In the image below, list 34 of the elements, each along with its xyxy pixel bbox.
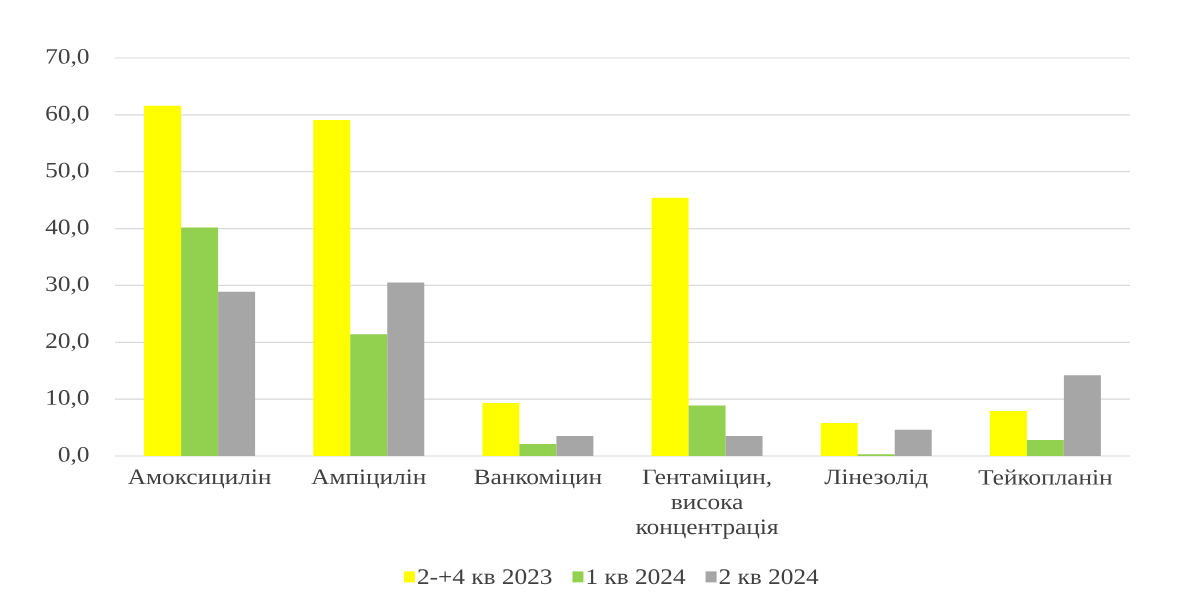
bar bbox=[989, 411, 1027, 456]
bar bbox=[313, 119, 351, 456]
bar bbox=[482, 403, 520, 456]
y-tick-label: 30,0 bbox=[46, 276, 89, 295]
bar bbox=[387, 282, 425, 456]
x-tick-label: Ванкоміцин bbox=[474, 469, 602, 489]
bar bbox=[144, 105, 182, 456]
y-tick-label: 0,0 bbox=[58, 446, 89, 465]
legend-label: 1 кв 2024 bbox=[587, 569, 686, 585]
x-tick-label: Тейкопланін bbox=[978, 469, 1113, 485]
legend-label: 2 кв 2024 bbox=[719, 569, 819, 585]
bar bbox=[651, 197, 689, 456]
bar bbox=[556, 436, 594, 456]
x-tick-label: Амоксицилін bbox=[128, 469, 271, 489]
bar bbox=[1026, 440, 1064, 456]
y-tick-label: 20,0 bbox=[46, 333, 89, 352]
y-tick-label: 10,0 bbox=[47, 390, 89, 409]
bar bbox=[1063, 375, 1101, 456]
bar bbox=[181, 227, 219, 456]
x-tick-label: Гентаміцин, висока концентрація bbox=[636, 469, 779, 539]
bar bbox=[688, 405, 726, 456]
bar bbox=[519, 444, 557, 456]
x-tick-label: Ампіцилін bbox=[311, 469, 426, 489]
y-tick-label: 70,0 bbox=[46, 48, 89, 68]
y-tick-label: 60,0 bbox=[46, 105, 89, 124]
x-tick-label: Лінезолід bbox=[824, 469, 928, 489]
bar bbox=[350, 334, 388, 456]
bar bbox=[894, 429, 932, 456]
legend-label: 2-+4 кв 2023 bbox=[418, 569, 552, 585]
bar bbox=[218, 291, 256, 456]
y-tick-label: 50,0 bbox=[46, 162, 89, 181]
y-tick-label: 40,0 bbox=[45, 219, 89, 238]
bar bbox=[820, 423, 858, 456]
bar bbox=[725, 436, 763, 456]
